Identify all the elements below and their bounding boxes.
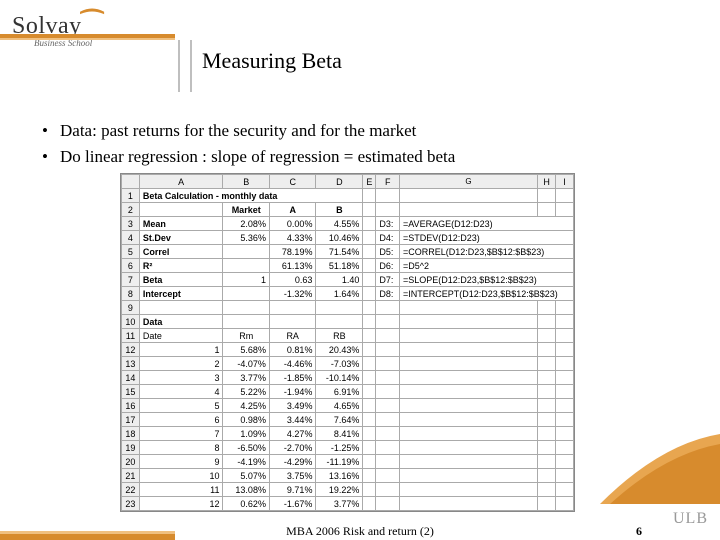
table-row: 5Correl78.19%71.54%D5:=CORREL(D12:D23,$B…	[122, 245, 574, 259]
footer-text: MBA 2006 Risk and return (2)	[286, 524, 434, 539]
slide-title: Measuring Beta	[202, 48, 342, 74]
table-row: 8Intercept-1.32%1.64%D8:=INTERCEPT(D12:D…	[122, 287, 574, 301]
table-row: 1433.77%-1.85%-10.14%	[122, 371, 574, 385]
table-row: 21105.07%3.75%13.16%	[122, 469, 574, 483]
table-row: 209-4.19%-4.29%-11.19%	[122, 455, 574, 469]
table-row: 1760.98%3.44%7.64%	[122, 413, 574, 427]
footer-accent	[0, 534, 175, 540]
table-row: 1215.68%0.81%20.43%	[122, 343, 574, 357]
table-row: 1545.22%-1.94%6.91%	[122, 385, 574, 399]
bullet-list: Data: past returns for the security and …	[42, 118, 455, 169]
bullet-item: Data: past returns for the security and …	[42, 118, 455, 144]
table-row: 4St.Dev5.36%4.33%10.46%D4:=STDEV(D12:D23…	[122, 231, 574, 245]
footer-org-logo: ULB	[673, 510, 708, 528]
page-number: 6	[636, 524, 642, 539]
title-divider-2	[190, 40, 192, 92]
decorative-sweep	[600, 434, 720, 504]
table-row: 1 Beta Calculation - monthly data	[122, 189, 574, 203]
bullet-item: Do linear regression : slope of regressi…	[42, 144, 455, 170]
table-row: 7Beta10.631.40D7:=SLOPE(D12:D23,$B$12:$B…	[122, 273, 574, 287]
table-row: 221113.08%9.71%19.22%	[122, 483, 574, 497]
table-row: 198-6.50%-2.70%-1.25%	[122, 441, 574, 455]
title-divider-1	[178, 40, 180, 92]
table-row: 10Data	[122, 315, 574, 329]
spreadsheet: A B C D E F G H I 1 Beta Calculation - m…	[120, 173, 575, 512]
brand-logo: Solvay⁀ Business School	[12, 10, 103, 48]
table-row: 3Mean2.08%0.00%4.55%D3:=AVERAGE(D12:D23)	[122, 217, 574, 231]
table-row: 9	[122, 301, 574, 315]
table-row: 2 Market A B	[122, 203, 574, 217]
header-accent-bar-light	[0, 38, 175, 40]
table-row: 1654.25%3.49%4.65%	[122, 399, 574, 413]
table-row: 6R²61.13%51.18%D6:=D5^2	[122, 259, 574, 273]
table-row: 11 Date Rm RA RB	[122, 329, 574, 343]
table-row: 132-4.07%-4.46%-7.03%	[122, 357, 574, 371]
table-row: 1871.09%4.27%8.41%	[122, 427, 574, 441]
column-header-row: A B C D E F G H I	[122, 175, 574, 189]
table-row: 23120.62%-1.67%3.77%	[122, 497, 574, 511]
